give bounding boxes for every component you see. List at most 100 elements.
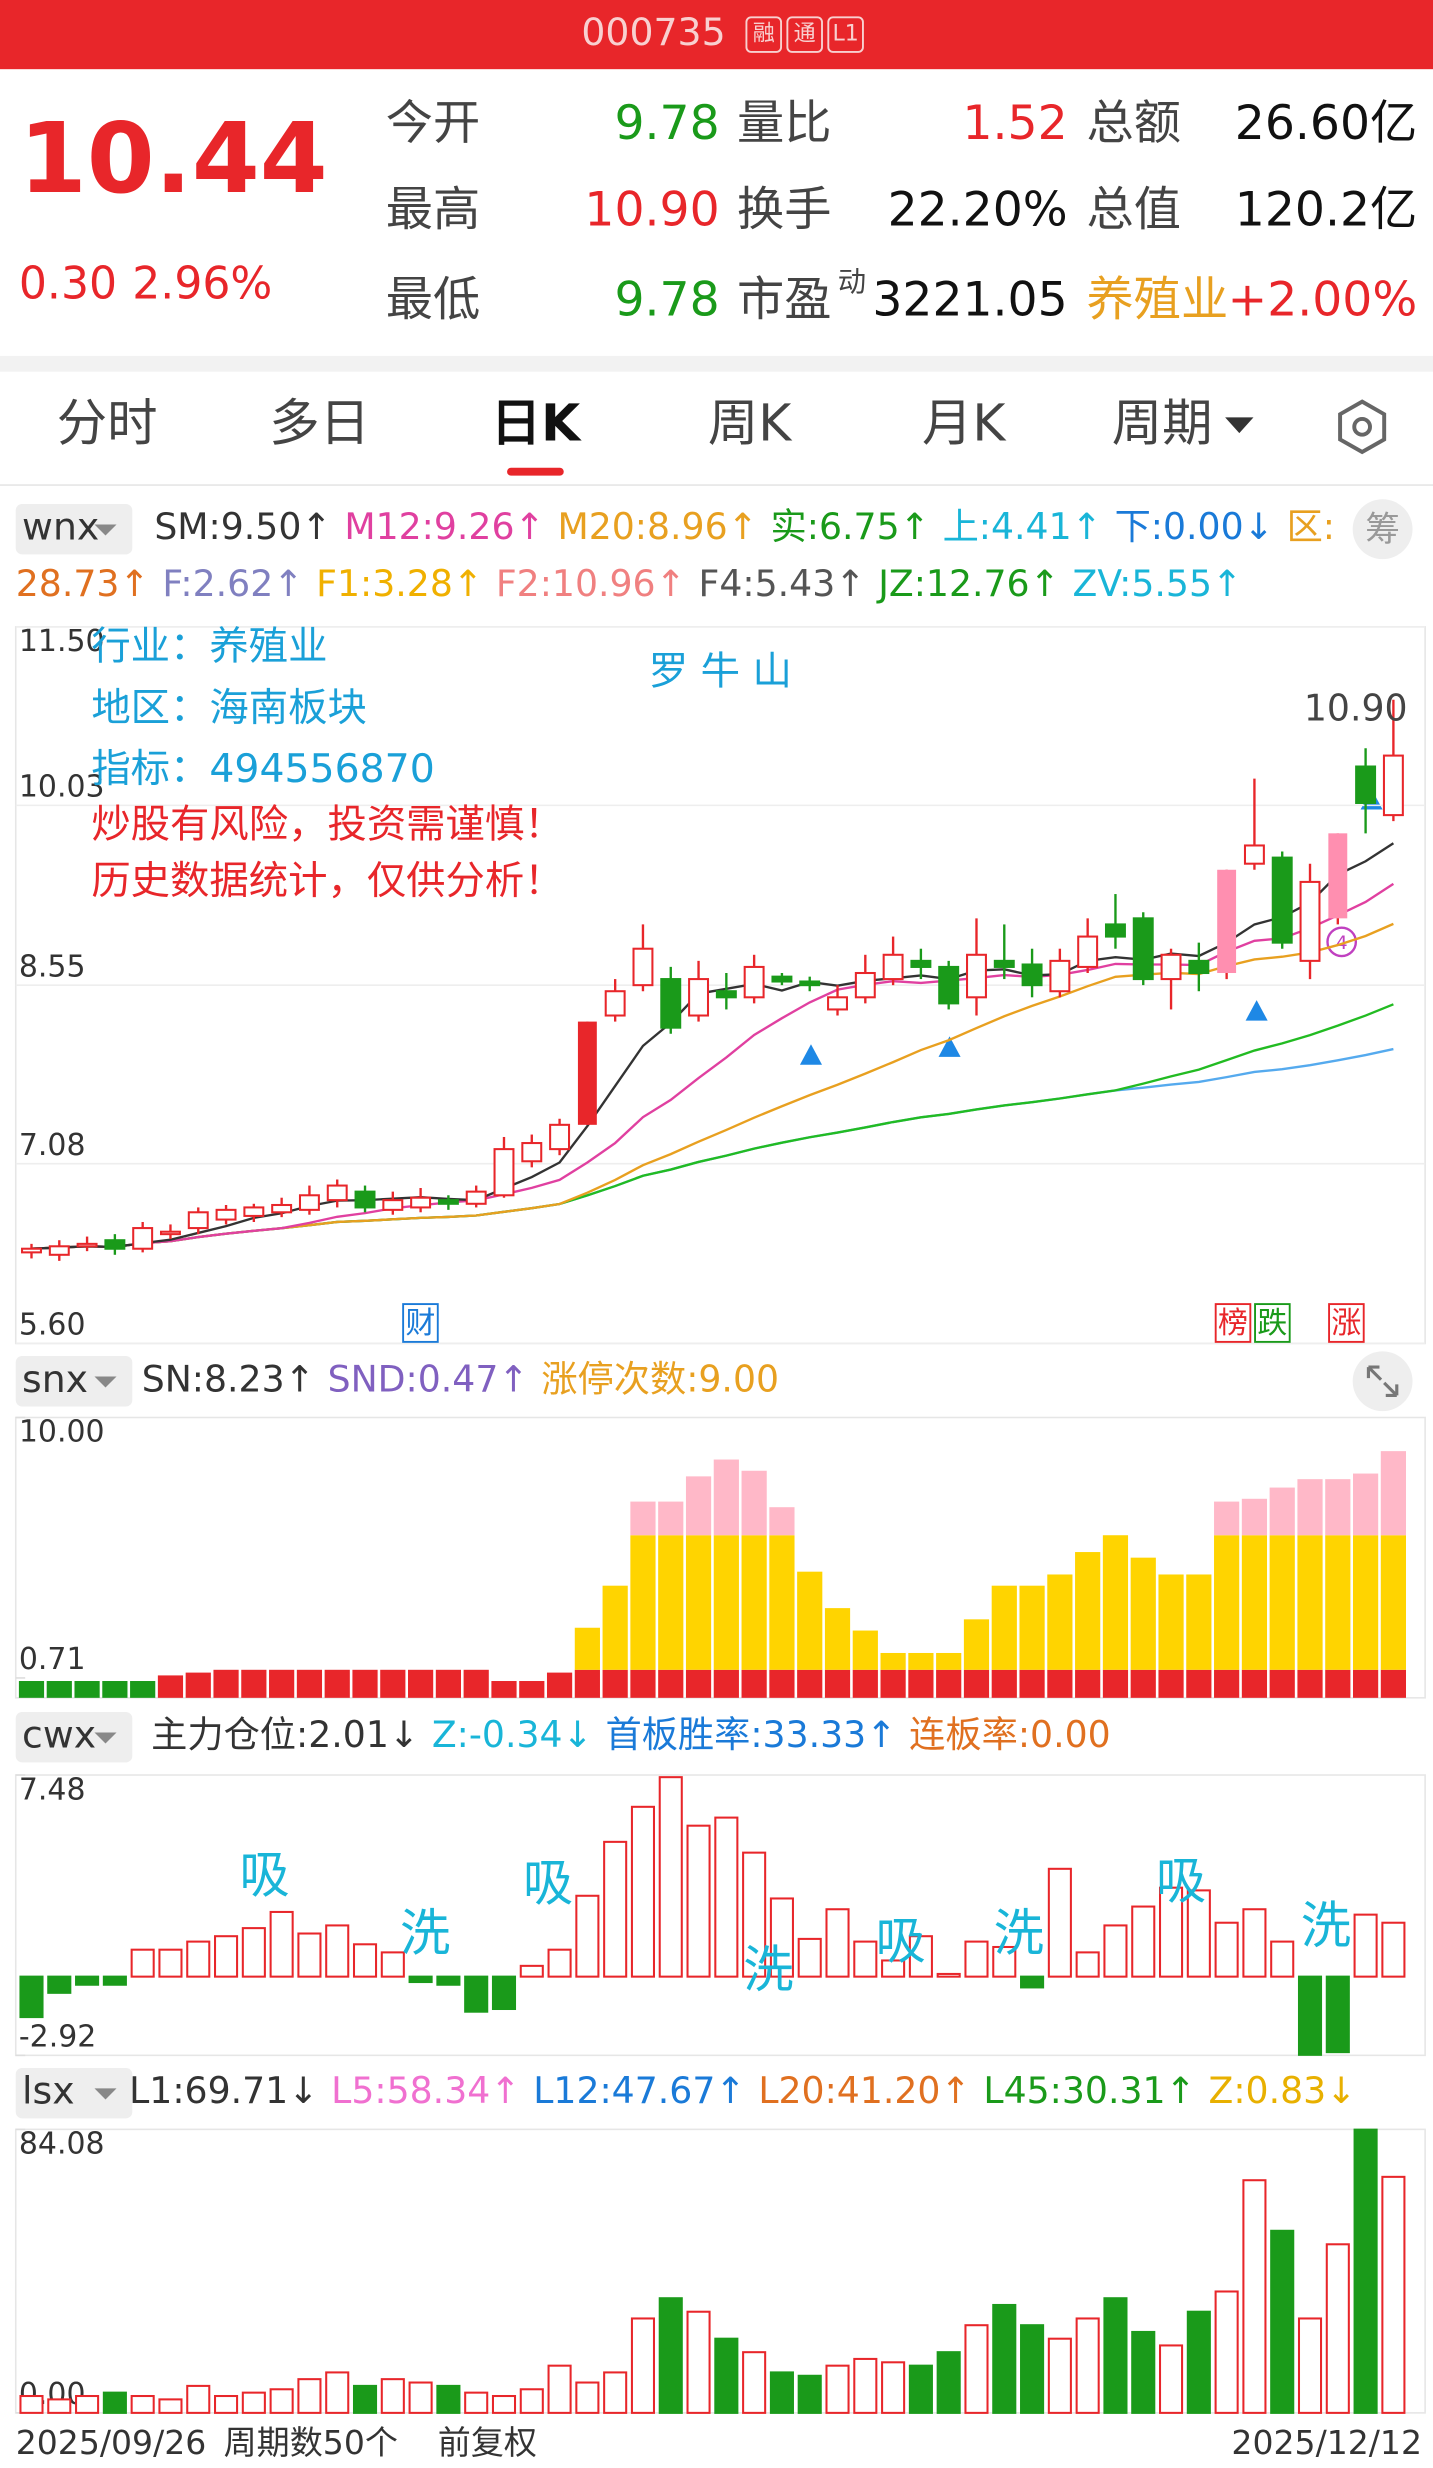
snx-bar bbox=[380, 1669, 406, 1698]
price-change-pct: 2.96% bbox=[132, 259, 272, 310]
snx-bar bbox=[630, 1535, 656, 1670]
candle-body bbox=[1077, 935, 1099, 968]
field-label: 量比 bbox=[737, 96, 831, 151]
readout: M20:8.96↑ bbox=[557, 505, 758, 548]
badge-box bbox=[786, 16, 823, 53]
snx-bar bbox=[1269, 1487, 1295, 1536]
cwx-bar bbox=[1047, 1867, 1072, 1978]
cwx-bar bbox=[1158, 1886, 1184, 1978]
y-tick-label: 7.48 bbox=[19, 1772, 86, 1807]
volume-bar bbox=[1186, 2310, 1211, 2414]
event-marker: 财 bbox=[405, 1306, 435, 1341]
indicator-selector[interactable] bbox=[15, 503, 133, 555]
tab[interactable]: 周期 bbox=[1112, 393, 1213, 452]
indicator-caret bbox=[94, 524, 117, 536]
field-value: 26.60亿 bbox=[1235, 96, 1417, 151]
event-marker: 涨 bbox=[1331, 1306, 1361, 1341]
tab[interactable]: 日K bbox=[491, 393, 582, 452]
settings-icon[interactable] bbox=[1338, 399, 1387, 455]
snx-bar bbox=[658, 1535, 684, 1670]
volume-bar bbox=[491, 2394, 517, 2414]
cwx-word: 洗 bbox=[400, 1904, 450, 1963]
readout: 主力仓位:2.01↓ bbox=[151, 1713, 419, 1756]
indicator-selector[interactable] bbox=[15, 1712, 133, 1763]
volume-bar bbox=[1158, 2344, 1184, 2414]
cwx-bar bbox=[603, 1840, 628, 1978]
event-marker-box bbox=[402, 1303, 439, 1343]
badge-box bbox=[745, 16, 783, 53]
settings-icon-dot bbox=[1352, 416, 1372, 437]
candle-body bbox=[632, 947, 654, 987]
field-value: 22.20% bbox=[888, 183, 1068, 238]
readout: 28.73↑ bbox=[16, 562, 150, 605]
volume-bar bbox=[1381, 2175, 1406, 2414]
candle-body bbox=[1049, 959, 1071, 993]
candle-body bbox=[493, 1148, 515, 1197]
snx-bar bbox=[630, 1669, 656, 1698]
tab[interactable]: 周K bbox=[708, 393, 793, 452]
indicator-selector[interactable] bbox=[15, 1356, 133, 1407]
expand-button[interactable] bbox=[1352, 1351, 1413, 1412]
snx-bar bbox=[18, 1681, 45, 1698]
cwx-bar bbox=[1381, 1921, 1406, 1978]
candle-body bbox=[604, 990, 626, 1017]
y-tick-label: 8.55 bbox=[19, 949, 86, 984]
candle-body bbox=[910, 959, 932, 968]
indicator-selector[interactable] bbox=[15, 2067, 133, 2119]
snx-bar bbox=[1019, 1585, 1045, 1670]
cwx-bar bbox=[186, 1940, 211, 1978]
volume-bar bbox=[908, 2364, 933, 2414]
candle-body bbox=[326, 1184, 348, 1202]
cwx-bar bbox=[742, 1851, 767, 1978]
snx-bar bbox=[1297, 1479, 1323, 1536]
cwx-bar bbox=[1131, 1905, 1156, 1978]
snx-bar bbox=[1186, 1574, 1212, 1670]
volume-bar bbox=[102, 2391, 127, 2414]
cwx-bar bbox=[158, 1948, 183, 1978]
chip-button[interactable] bbox=[1352, 499, 1413, 560]
snx-bar bbox=[1353, 1669, 1379, 1698]
snx-bar bbox=[936, 1669, 962, 1698]
candle-body bbox=[688, 978, 710, 1017]
volume-bar bbox=[1353, 2128, 1378, 2414]
cwx-bar bbox=[547, 1948, 572, 1978]
snx-bar bbox=[1130, 1557, 1156, 1670]
signal-circle bbox=[1326, 926, 1358, 958]
tab[interactable]: 分时 bbox=[57, 393, 158, 452]
snx-bar bbox=[1102, 1669, 1129, 1698]
cwx-word: 洗 bbox=[743, 1940, 793, 1999]
cwx-bar bbox=[464, 1975, 489, 2013]
y-tick-label: 5.60 bbox=[19, 1308, 86, 1343]
volume-bar bbox=[75, 2394, 100, 2414]
cwx-bar bbox=[992, 1945, 1017, 1978]
cwx-bar bbox=[853, 1940, 878, 1978]
volume-bar bbox=[1270, 2229, 1295, 2414]
volume-bar bbox=[658, 2297, 683, 2414]
snx-bar bbox=[936, 1652, 962, 1670]
tab[interactable]: 月K bbox=[922, 393, 1007, 452]
adjust-mode: 前复权 bbox=[438, 2423, 537, 2462]
chart-note: 指标：494556870 bbox=[91, 746, 434, 792]
readout: L45:30.31↑ bbox=[983, 2069, 1195, 2112]
candle-body bbox=[465, 1190, 487, 1205]
badge: 通 bbox=[794, 22, 816, 47]
field-label: 最高 bbox=[386, 183, 480, 238]
candle-body bbox=[410, 1196, 432, 1209]
snx-bar bbox=[1186, 1669, 1212, 1698]
volume-bar bbox=[325, 2371, 350, 2414]
tab[interactable]: 多日 bbox=[269, 393, 370, 452]
y-tick-label: 10.03 bbox=[19, 770, 105, 805]
snx-bar bbox=[1075, 1552, 1101, 1670]
snx-bar bbox=[1241, 1498, 1268, 1536]
candle-body bbox=[882, 953, 904, 981]
volume-bar bbox=[603, 2371, 628, 2414]
readout: L1:69.71↓ bbox=[129, 2069, 318, 2112]
readout: F4:5.43↑ bbox=[699, 562, 866, 605]
field-value: 3221.05 bbox=[872, 272, 1067, 327]
readout: SN:8.23↑ bbox=[142, 1357, 315, 1400]
cwx-bar bbox=[575, 1894, 600, 1978]
candle-body bbox=[577, 1021, 597, 1125]
volume-bar bbox=[352, 2384, 378, 2414]
expand-icon bbox=[1366, 1365, 1399, 1398]
